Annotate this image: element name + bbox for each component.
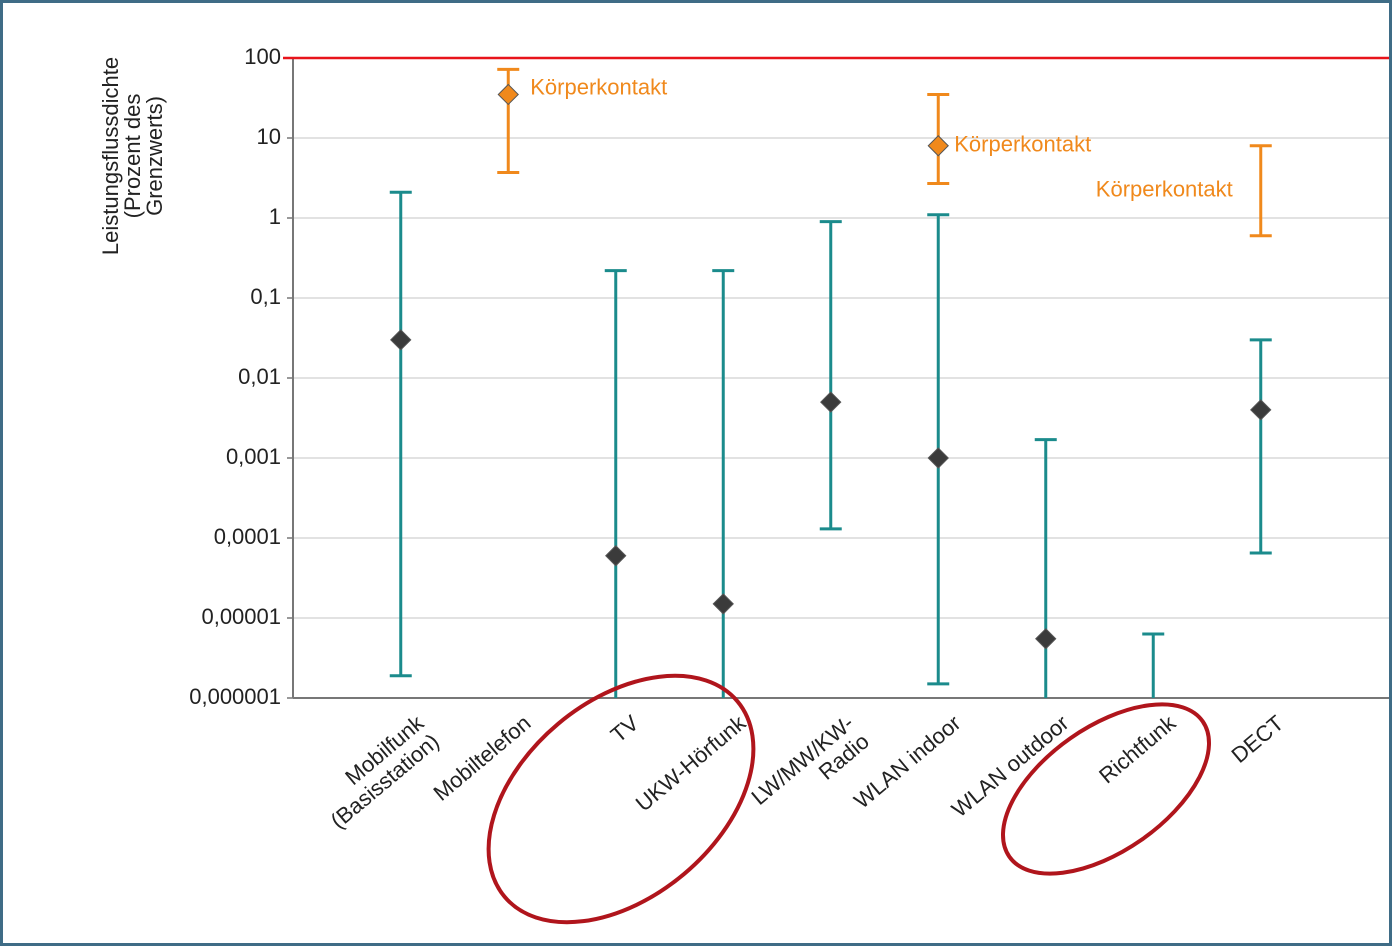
y-tick-label: 0,01 — [238, 364, 281, 389]
y-tick-label: 0,001 — [226, 444, 281, 469]
y-axis-title: Leistungsflussdichte (Prozent des Grenzw… — [98, 56, 167, 256]
y-tick-label: 10 — [257, 124, 281, 149]
median-marker — [712, 593, 734, 615]
chart: 0,000001 0,00001 0,0001 0,001 0,01 0,1 1 10 100 K… — [189, 44, 1389, 709]
annotation: Körperkontakt — [954, 132, 1091, 157]
median-marker — [1250, 399, 1272, 421]
median-marker — [1035, 628, 1057, 650]
y-tick-label: 100 — [244, 44, 281, 69]
y-tick-label: 0,00001 — [201, 604, 281, 629]
median-marker — [497, 83, 519, 106]
median-marker — [605, 545, 627, 567]
median-marker — [390, 329, 412, 351]
y-tick-label: 0,1 — [250, 284, 281, 309]
y-tick-label: 0,000001 — [189, 684, 281, 709]
y-tick-label: 1 — [269, 204, 281, 229]
median-marker — [820, 391, 842, 413]
annotation: Körperkontakt — [1096, 177, 1233, 202]
median-marker — [927, 135, 949, 157]
median-marker — [927, 447, 949, 469]
y-tick-label: 0,0001 — [214, 524, 281, 549]
annotation: Körperkontakt — [530, 74, 667, 99]
